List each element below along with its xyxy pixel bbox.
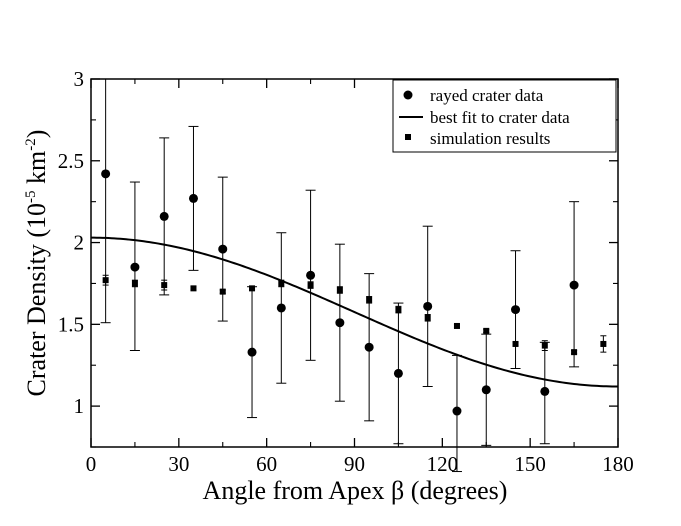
crater-point	[481, 385, 491, 395]
fit-layer	[90, 236, 619, 388]
x-tick-label: 120	[427, 452, 459, 476]
crater-point	[569, 280, 579, 290]
crater-point	[159, 211, 169, 221]
crater-point	[306, 270, 316, 280]
legend-label-simulation: simulation results	[430, 129, 550, 148]
y-tick-label: 3	[74, 67, 85, 91]
crater-point	[423, 301, 433, 311]
legend-label-fit: best fit to crater data	[430, 108, 570, 127]
crater-point	[335, 318, 345, 328]
crater-point	[540, 386, 550, 396]
x-tick-label: 60	[256, 452, 277, 476]
x-tick-label: 150	[514, 452, 546, 476]
y-axis-title-exp2: -2	[23, 138, 39, 151]
simulation-layer	[102, 274, 607, 356]
x-tick-label: 90	[344, 452, 365, 476]
legend-marker-circle	[403, 90, 413, 100]
sim-point	[483, 327, 490, 334]
crater-point	[393, 368, 403, 378]
y-tick-label: 1	[74, 394, 85, 418]
x-tick-label: 0	[86, 452, 97, 476]
crater-point	[276, 303, 286, 313]
crater-point	[364, 342, 374, 352]
y-axis-title: Crater Density (10-5 km-2)	[22, 130, 51, 397]
x-tick-label: 180	[602, 452, 634, 476]
y-tick-label: 2	[74, 231, 85, 255]
legend-marker-square	[405, 134, 411, 140]
y-tick-label: 2.5	[58, 149, 84, 173]
tick-labels: 0 30 60 90 120 150 180 1 1.5 2 2.5 3	[58, 67, 634, 476]
sim-point	[190, 285, 197, 292]
y-tick-label: 1.5	[58, 312, 84, 336]
sim-point	[600, 340, 607, 347]
legend-box	[392, 79, 617, 153]
legend-label-crater: rayed crater data	[430, 86, 544, 105]
crater-point	[101, 169, 111, 179]
fit-curve	[90, 236, 619, 388]
crater-point	[511, 305, 521, 315]
legend: rayed crater data best fit to crater dat…	[392, 79, 617, 153]
y-axis-title-close: )	[22, 130, 51, 139]
x-tick-label: 30	[168, 452, 189, 476]
crater-data-layer	[100, 79, 580, 473]
crater-point	[452, 406, 462, 416]
y-axis-title-exp1: -5	[23, 190, 39, 203]
crater-point	[247, 347, 257, 357]
y-axis-title-unit: km	[22, 151, 51, 191]
crater-point	[218, 244, 228, 254]
sim-point	[453, 322, 460, 329]
x-axis-title: Angle from Apex β (degrees)	[203, 476, 508, 505]
crater-point	[188, 193, 198, 203]
y-axis-title-main: Crater Density (10	[22, 203, 51, 397]
crater-point	[130, 262, 140, 272]
